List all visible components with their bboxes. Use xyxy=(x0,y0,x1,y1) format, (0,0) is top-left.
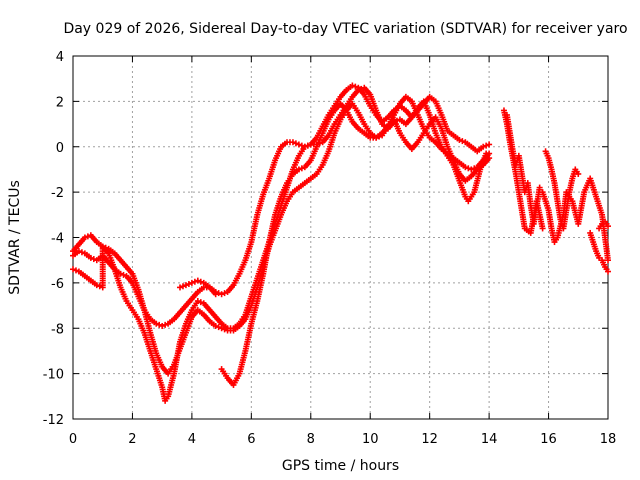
data-point xyxy=(156,321,163,328)
data-point xyxy=(292,140,299,147)
y-tick-label: 0 xyxy=(56,141,64,156)
y-axis-label: SDTVAR / TECUs xyxy=(7,180,23,295)
x-tick-label: 8 xyxy=(307,432,315,447)
data-point xyxy=(480,143,487,150)
data-point xyxy=(99,243,106,250)
data-point xyxy=(352,83,359,90)
y-tick-label: -2 xyxy=(51,186,64,201)
data-point xyxy=(182,282,189,289)
data-point xyxy=(456,136,463,143)
data-point xyxy=(96,283,103,290)
data-point xyxy=(295,141,302,148)
data-point xyxy=(536,184,543,191)
y-tick-label: 2 xyxy=(56,95,64,110)
data-point xyxy=(605,268,611,275)
y-tick-label: -12 xyxy=(43,413,64,428)
data-point xyxy=(298,165,305,172)
data-point xyxy=(197,278,204,285)
data-point xyxy=(298,142,305,149)
data-point xyxy=(81,234,88,241)
data-point xyxy=(87,254,94,261)
data-point xyxy=(539,225,546,232)
data-point xyxy=(486,141,493,148)
data-point xyxy=(468,166,475,173)
data-point xyxy=(102,244,109,251)
data-point xyxy=(194,298,201,305)
data-point xyxy=(117,270,124,277)
data-point xyxy=(221,326,228,333)
x-tick-label: 0 xyxy=(69,432,77,447)
chart-title: Day 029 of 2026, Sidereal Day-to-day VTE… xyxy=(63,21,627,37)
x-tick-label: 10 xyxy=(362,432,379,447)
x-tick-label: 18 xyxy=(600,432,617,447)
data-point xyxy=(191,278,198,285)
x-tick-label: 12 xyxy=(421,432,438,447)
data-point xyxy=(177,284,183,291)
data-point xyxy=(197,299,204,306)
data-point xyxy=(301,143,308,150)
grid-layer xyxy=(73,56,608,419)
data-point xyxy=(483,142,490,149)
data-point xyxy=(459,138,466,145)
y-tick-label: -8 xyxy=(51,322,64,337)
data-point xyxy=(605,257,611,264)
x-tick-label: 16 xyxy=(540,432,557,447)
tick-layer: 0 2 4 6 8 10 12 14 16 18 -12 -10 -8 -6 -4 -2 0 2 4 xyxy=(43,50,617,447)
data-point xyxy=(304,142,311,149)
data-point xyxy=(462,164,469,171)
data-point xyxy=(575,170,582,177)
data-point xyxy=(605,223,611,230)
data-point xyxy=(212,291,219,298)
x-tick-label: 6 xyxy=(247,432,255,447)
data-point xyxy=(72,267,79,274)
data-point xyxy=(78,249,85,256)
x-axis-label: GPS time / hours xyxy=(282,458,399,474)
y-tick-label: 4 xyxy=(56,50,64,65)
data-point xyxy=(289,139,296,146)
data-points xyxy=(70,82,611,404)
data-point xyxy=(185,281,192,288)
data-point xyxy=(215,324,222,331)
data-point xyxy=(221,290,228,297)
data-point xyxy=(218,291,225,298)
x-tick-label: 2 xyxy=(128,432,136,447)
x-tick-label: 14 xyxy=(481,432,498,447)
data-point xyxy=(349,82,356,89)
x-tick-label: 4 xyxy=(188,432,196,447)
data-point xyxy=(194,277,201,284)
data-point xyxy=(218,325,225,332)
data-point xyxy=(159,322,166,329)
y-tick-label: -6 xyxy=(51,277,64,292)
data-point xyxy=(153,320,160,327)
y-tick-label: -4 xyxy=(51,232,64,247)
y-tick-label: -10 xyxy=(43,368,64,383)
data-point xyxy=(486,155,493,162)
data-point xyxy=(465,165,472,172)
data-point xyxy=(162,321,169,328)
data-point xyxy=(75,248,82,255)
data-point xyxy=(188,279,195,286)
data-point xyxy=(295,166,302,173)
data-point xyxy=(179,283,186,290)
data-point xyxy=(120,271,127,278)
data-point xyxy=(93,282,100,289)
data-point xyxy=(212,322,219,329)
data-point xyxy=(70,266,76,273)
